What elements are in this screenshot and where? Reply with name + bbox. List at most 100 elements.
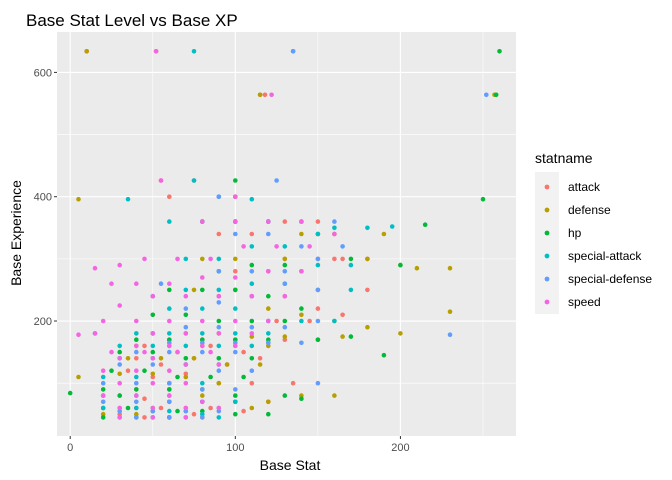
data-point — [348, 256, 354, 262]
data-point — [183, 343, 189, 349]
data-point — [167, 393, 172, 398]
chart-title: Base Stat Level vs Base XP — [26, 11, 238, 30]
data-point — [332, 393, 337, 398]
y-tick-label: 600 — [34, 67, 52, 79]
data-point — [134, 356, 139, 361]
data-point — [142, 343, 147, 349]
data-point — [249, 231, 255, 237]
data-point — [183, 331, 189, 336]
data-point — [282, 293, 288, 299]
data-point — [167, 194, 172, 199]
data-point — [381, 352, 387, 358]
data-point — [200, 399, 205, 405]
data-point — [109, 349, 114, 355]
data-point — [153, 49, 159, 54]
data-point — [299, 269, 304, 274]
data-point — [134, 411, 139, 417]
legend-label-defense: defense — [568, 203, 611, 217]
data-point — [266, 340, 271, 346]
data-point — [233, 411, 238, 417]
data-point — [233, 343, 238, 349]
data-point — [134, 318, 139, 324]
y-tick-label: 200 — [34, 316, 52, 328]
data-points — [67, 49, 502, 420]
data-point — [167, 368, 172, 374]
data-point — [100, 380, 106, 386]
data-point — [200, 331, 205, 336]
data-point — [340, 312, 345, 318]
data-point — [117, 405, 122, 411]
data-point — [315, 219, 321, 224]
data-point — [100, 399, 106, 405]
legend-label-speed: speed — [568, 295, 601, 309]
data-point — [183, 293, 189, 299]
data-point — [134, 343, 139, 349]
data-point — [365, 287, 370, 293]
data-point — [233, 275, 238, 280]
data-point — [282, 318, 288, 324]
data-point — [216, 362, 222, 367]
data-point — [266, 399, 271, 405]
data-point — [414, 265, 420, 271]
data-point — [158, 362, 164, 367]
data-point — [142, 368, 147, 374]
data-point — [216, 231, 222, 237]
data-point — [266, 219, 271, 224]
data-point — [167, 387, 172, 392]
data-point — [191, 356, 197, 361]
data-point — [100, 415, 106, 420]
legend-key-special-attack — [544, 253, 550, 259]
legend-key-background — [535, 172, 559, 314]
data-point — [233, 318, 238, 324]
data-point — [208, 405, 213, 411]
data-point — [233, 399, 238, 405]
data-point — [332, 318, 337, 324]
data-point — [315, 337, 321, 343]
data-point — [216, 194, 222, 199]
legend-title: statname — [535, 150, 593, 166]
data-point — [398, 331, 403, 336]
data-point — [175, 374, 180, 380]
data-point — [224, 362, 230, 367]
data-point — [84, 49, 89, 54]
x-tick-label: 200 — [391, 442, 409, 454]
data-point — [208, 374, 213, 380]
data-point — [158, 356, 164, 361]
data-point — [269, 92, 274, 98]
y-axis: 200 400 600 — [34, 67, 57, 328]
data-point — [183, 306, 189, 311]
data-point — [290, 49, 296, 54]
data-point — [282, 269, 288, 274]
data-point — [208, 349, 213, 355]
data-point — [175, 349, 180, 355]
legend-label-special-attack: special-attack — [568, 249, 642, 263]
data-point — [497, 49, 502, 54]
data-point — [76, 374, 81, 380]
data-point — [167, 281, 172, 287]
data-point — [134, 393, 139, 398]
legend: statname attack defense hp special-attack sp… — [535, 150, 652, 314]
data-point — [200, 256, 205, 262]
data-point — [315, 380, 321, 386]
legend-key-defense — [544, 207, 550, 213]
data-point — [398, 262, 403, 268]
data-point — [175, 256, 180, 262]
data-point — [299, 318, 304, 324]
legend-key-attack — [544, 184, 550, 190]
data-point — [249, 262, 255, 268]
data-point — [216, 331, 222, 336]
data-point — [200, 415, 205, 420]
data-point — [200, 275, 205, 280]
legend-label-hp: hp — [568, 226, 582, 240]
data-point — [262, 92, 268, 98]
data-point — [365, 225, 370, 231]
data-point — [315, 287, 321, 293]
data-point — [266, 293, 271, 299]
data-point — [150, 343, 156, 349]
data-point — [200, 349, 205, 355]
data-point — [117, 262, 122, 268]
data-point — [117, 343, 122, 349]
data-point — [100, 393, 106, 398]
data-point — [92, 265, 98, 271]
data-point — [150, 380, 156, 386]
